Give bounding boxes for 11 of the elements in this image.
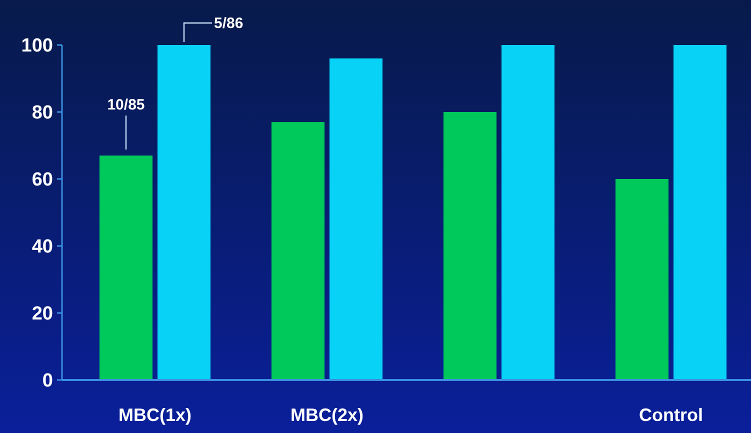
y-tick-label: 40: [32, 236, 53, 258]
x-tick-label: Control: [639, 405, 703, 425]
y-tick-label: 80: [32, 102, 53, 124]
y-tick-label: 0: [42, 370, 53, 392]
y-tick-label: 100: [21, 36, 53, 57]
x-tick-label: MBC(1x): [118, 405, 192, 425]
y-tick-label: 60: [32, 170, 53, 191]
text: 5/86: [214, 15, 244, 32]
y-tick-label: 20: [32, 304, 53, 325]
annotation: 10/85: [107, 96, 145, 114]
x-tick-label: MBC(2x): [290, 405, 364, 425]
